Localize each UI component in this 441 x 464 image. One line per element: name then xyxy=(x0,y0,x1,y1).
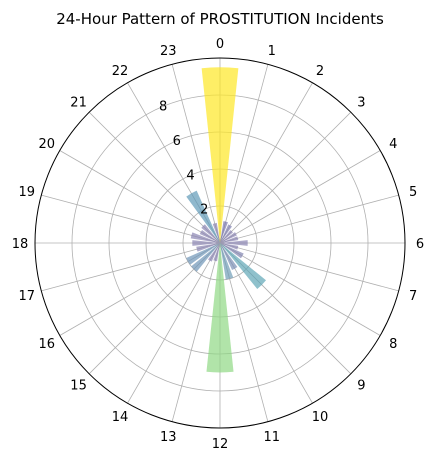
grid-spoke xyxy=(41,242,221,292)
hour-label: 16 xyxy=(39,337,56,352)
bar-hour-8 xyxy=(220,243,244,259)
hour-label: 21 xyxy=(70,96,87,111)
hour-label: 5 xyxy=(409,185,417,200)
hour-label: 17 xyxy=(19,289,36,304)
hour-label: 18 xyxy=(12,237,29,252)
hour-label: 20 xyxy=(39,137,56,152)
grid-spoke xyxy=(219,111,352,244)
bar-hour-14 xyxy=(208,243,220,262)
bar-hour-3 xyxy=(220,230,233,243)
radial-tick-label: 6 xyxy=(173,134,181,149)
hour-label: 13 xyxy=(160,430,177,445)
hour-label: 10 xyxy=(312,410,329,425)
bar-hour-0 xyxy=(201,67,239,243)
grid-spoke xyxy=(41,194,221,244)
grid-spoke xyxy=(219,242,313,404)
bar-hour-15 xyxy=(191,243,220,272)
radial-tick-label: 4 xyxy=(186,168,194,183)
bar-hour-4 xyxy=(220,232,237,243)
hour-label: 11 xyxy=(263,430,280,445)
bar-hour-11 xyxy=(220,243,234,280)
grid-spoke xyxy=(59,150,221,244)
bar-hour-10 xyxy=(220,243,238,271)
grid-spoke xyxy=(171,242,221,422)
hour-label: 8 xyxy=(389,337,397,352)
hour-label: 4 xyxy=(389,137,397,152)
bar-hour-17 xyxy=(196,243,220,252)
hour-label: 6 xyxy=(416,237,424,252)
hour-label: 0 xyxy=(216,37,224,52)
bar-hour-9 xyxy=(220,243,267,290)
grid-spoke xyxy=(219,194,399,244)
bar-hour-20 xyxy=(199,229,220,243)
bar-hour-19 xyxy=(190,232,220,243)
radial-tick-labels: 2 4 6 8 xyxy=(159,100,208,218)
hour-label: 9 xyxy=(357,378,365,393)
grid-spoke xyxy=(219,242,381,336)
grid-spoke xyxy=(171,64,221,244)
hour-label: 2 xyxy=(316,64,324,79)
bar-hour-21 xyxy=(201,224,220,243)
bar-hour-22 xyxy=(186,190,220,243)
hour-label: 22 xyxy=(112,64,129,79)
bar-hour-2 xyxy=(220,224,232,243)
bar-hour-1 xyxy=(220,221,228,243)
bar-hour-23 xyxy=(212,222,220,243)
grid-spoke xyxy=(219,64,269,244)
grid-spoke xyxy=(88,111,221,244)
hour-label: 15 xyxy=(70,378,87,393)
bar-hour-16 xyxy=(186,243,220,265)
hour-label: 23 xyxy=(160,44,177,59)
bars xyxy=(186,67,267,373)
chart-title: 24-Hour Pattern of PROSTITUTION Incident… xyxy=(56,10,384,28)
radial-tick-label: 2 xyxy=(200,203,208,218)
radial-tick-label: 8 xyxy=(159,100,167,115)
grid-spoke xyxy=(219,82,313,244)
bar-hour-12 xyxy=(206,243,234,373)
bar-hour-7 xyxy=(220,243,239,250)
grid-spoke xyxy=(219,242,399,292)
hour-label: 7 xyxy=(409,289,417,304)
hour-label: 14 xyxy=(112,410,129,425)
hour-label: 19 xyxy=(19,185,36,200)
hour-label: 12 xyxy=(212,437,229,452)
grid-spoke xyxy=(219,150,381,244)
hour-label: 3 xyxy=(357,96,365,111)
outer-circle xyxy=(34,57,406,429)
bar-hour-13 xyxy=(213,243,220,262)
grid-spoke xyxy=(127,242,221,404)
bar-hour-6 xyxy=(220,240,248,246)
bar-hour-5 xyxy=(220,236,239,243)
hour-label: 1 xyxy=(268,44,276,59)
bar-hour-18 xyxy=(192,240,220,246)
